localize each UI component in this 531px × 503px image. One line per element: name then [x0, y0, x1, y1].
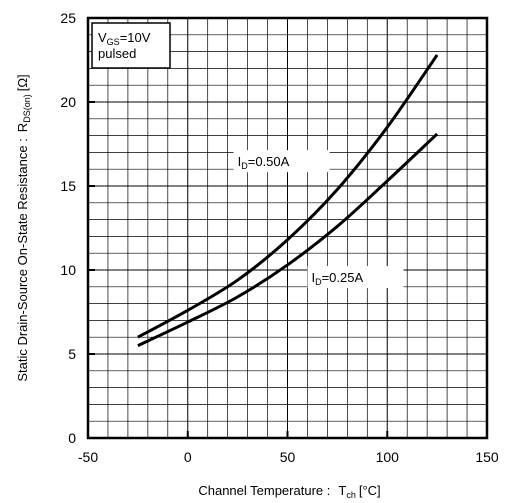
series-label-id-050: ID=0.50A — [233, 150, 330, 173]
x-axis-label: Channel Temperature : Tch [°C] — [198, 483, 380, 500]
x-tick-label: -50 — [78, 449, 98, 465]
x-tick-label: 100 — [376, 449, 400, 465]
x-axis-label-unit: [°C] — [359, 483, 381, 498]
x-axis-label-subscript: ch — [346, 490, 356, 500]
series-label-subscript: D — [315, 277, 322, 287]
series-label-symbol: I — [311, 270, 315, 285]
y-tick-label: 25 — [60, 10, 76, 26]
y-tick-label: 0 — [68, 430, 76, 446]
series-line-0 — [137, 54, 439, 339]
series-label-id-025: ID=0.25A — [307, 266, 404, 289]
x-axis-label-prefix: Channel Temperature : — [198, 483, 330, 498]
series-label-value: =0.25A — [322, 270, 364, 285]
condition-symbol-subscript: GS — [107, 37, 120, 47]
series-label-symbol: I — [238, 154, 242, 169]
x-axis-label-symbol: T — [338, 483, 346, 498]
condition-gate-voltage: VGS=10V — [98, 30, 151, 47]
condition-pulsed: pulsed — [98, 46, 136, 61]
y-tick-label: 15 — [60, 178, 76, 194]
series-label-subscript: D — [241, 161, 248, 171]
condition-symbol: V — [98, 30, 107, 45]
series-label-background — [233, 150, 330, 173]
y-axis-label-prefix: Static Drain-Source On-State Resistance … — [15, 138, 30, 382]
series-line-1 — [137, 132, 439, 347]
y-axis-label-unit: [Ω] — [15, 74, 30, 91]
y-tick-label: 5 — [68, 346, 76, 362]
y-axis-label-subscript: DS(on) — [22, 94, 32, 123]
series-label-value: =0.50A — [248, 154, 290, 169]
y-tick-label: 20 — [60, 94, 76, 110]
x-tick-label: 50 — [280, 449, 296, 465]
condition-box-frame — [91, 22, 171, 69]
y-tick-label: 10 — [60, 262, 76, 278]
grid-layer — [88, 18, 487, 438]
condition-value: =10V — [120, 30, 151, 45]
y-axis-label-symbol: R — [15, 123, 30, 132]
x-tick-label: 0 — [184, 449, 192, 465]
series-label-text: ID=0.25A — [311, 270, 363, 287]
condition-box: VGS=10V pulsed — [91, 22, 171, 69]
series-label-text: ID=0.50A — [238, 154, 290, 171]
series-label-background — [307, 266, 404, 289]
y-axis-label: Static Drain-Source On-State Resistance … — [15, 74, 32, 381]
series-layer — [137, 54, 439, 347]
x-tick-label: 150 — [475, 449, 499, 465]
